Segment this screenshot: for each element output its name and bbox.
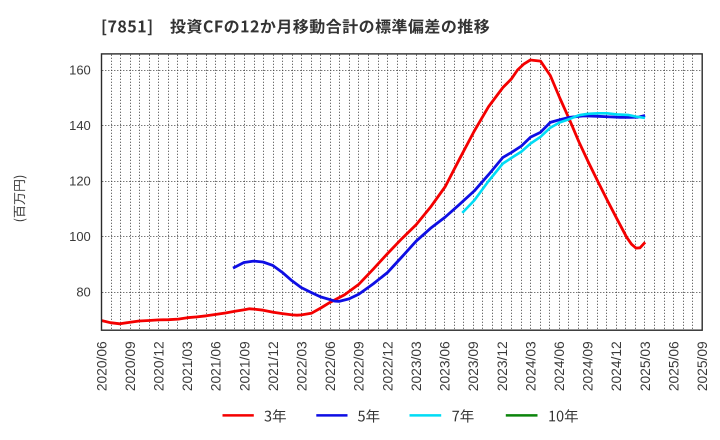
svg-text:2023/09: 2023/09 <box>466 341 481 391</box>
svg-text:2023/03: 2023/03 <box>409 341 424 391</box>
svg-text:2023/12: 2023/12 <box>495 341 510 391</box>
svg-text:100: 100 <box>69 229 91 244</box>
svg-text:2022/03: 2022/03 <box>295 341 310 391</box>
svg-text:2020/09: 2020/09 <box>123 341 138 391</box>
svg-text:2024/09: 2024/09 <box>581 341 596 391</box>
svg-text:2024/12: 2024/12 <box>609 341 624 391</box>
svg-text:2021/03: 2021/03 <box>180 341 195 391</box>
svg-text:140: 140 <box>69 118 91 133</box>
svg-text:2022/12: 2022/12 <box>380 341 395 391</box>
svg-text:2022/06: 2022/06 <box>323 341 338 391</box>
svg-text:2020/06: 2020/06 <box>94 341 109 391</box>
svg-text:2022/09: 2022/09 <box>352 341 367 391</box>
svg-text:80: 80 <box>76 284 90 299</box>
svg-text:120: 120 <box>69 174 91 189</box>
svg-text:2025/03: 2025/03 <box>638 341 653 391</box>
svg-text:2021/12: 2021/12 <box>266 341 281 391</box>
svg-text:2024/06: 2024/06 <box>552 341 567 391</box>
svg-text:2024/03: 2024/03 <box>523 341 538 391</box>
svg-text:2023/06: 2023/06 <box>438 341 453 391</box>
svg-text:2025/09: 2025/09 <box>695 341 710 391</box>
svg-text:2020/12: 2020/12 <box>152 341 167 391</box>
svg-text:2021/06: 2021/06 <box>209 341 224 391</box>
svg-text:160: 160 <box>69 63 91 78</box>
svg-text:2025/06: 2025/06 <box>666 341 681 391</box>
svg-text:2021/09: 2021/09 <box>237 341 252 391</box>
